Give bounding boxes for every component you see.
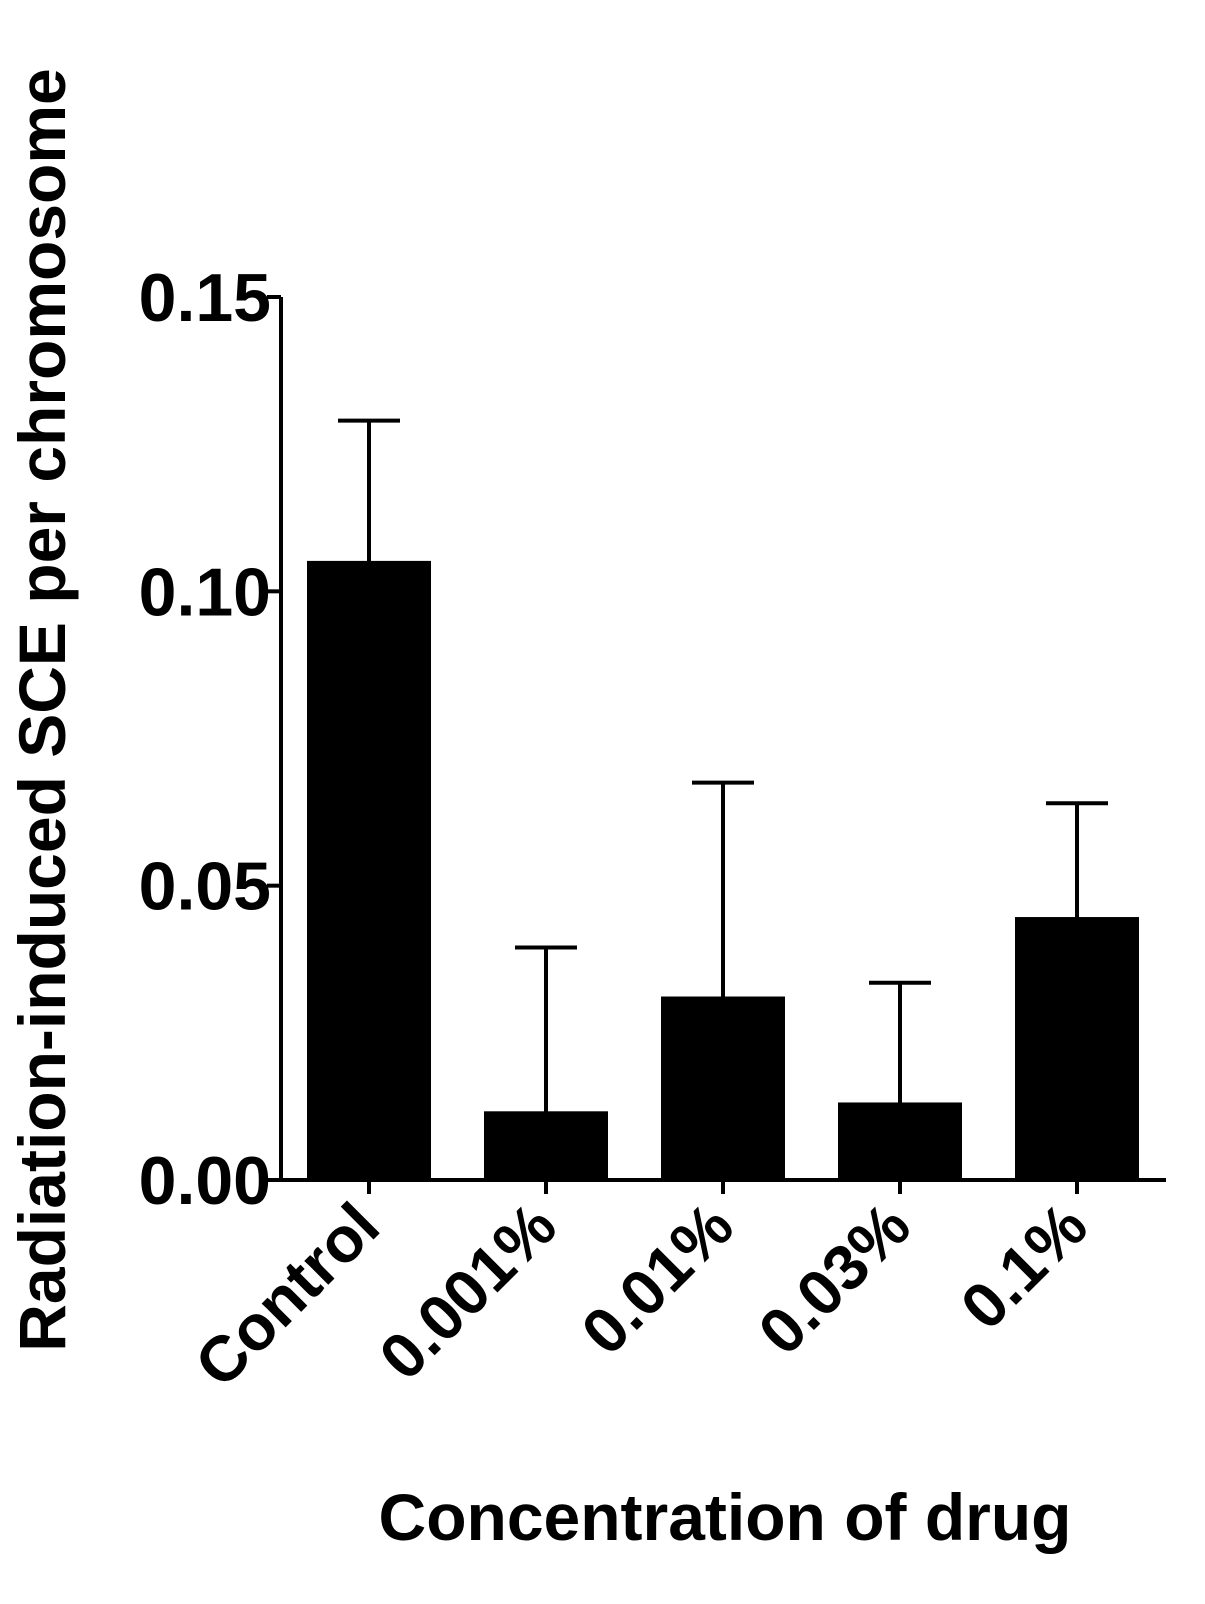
- x-tick-label: 0.03%: [745, 1189, 924, 1368]
- y-ticks-layer: 0.00 0.05 0.10 0.15: [139, 260, 281, 1219]
- x-axis-title: Concentration of drug: [379, 1480, 1072, 1554]
- x-tick-label: 0.01%: [568, 1189, 747, 1368]
- bar-0-1-: [1015, 917, 1139, 1181]
- y-tick-label: 0.05: [139, 849, 271, 925]
- y-tick-label: 0.15: [139, 260, 271, 336]
- bar-control: [307, 560, 431, 1181]
- x-tick-label: Control: [181, 1189, 393, 1401]
- bar-0-001-: [484, 1111, 608, 1182]
- bar-0-03-: [838, 1102, 962, 1182]
- bar-0-01-: [661, 996, 785, 1181]
- y-tick-label: 0.10: [139, 554, 271, 630]
- y-axis-title: Radiation-induced SCE per chromosome: [5, 68, 79, 1352]
- y-tick-label: 0.00: [139, 1143, 271, 1219]
- error-bars-layer: [338, 418, 1108, 1113]
- x-tick-label: 0.001%: [366, 1189, 570, 1393]
- x-tick-label: 0.1%: [947, 1189, 1101, 1343]
